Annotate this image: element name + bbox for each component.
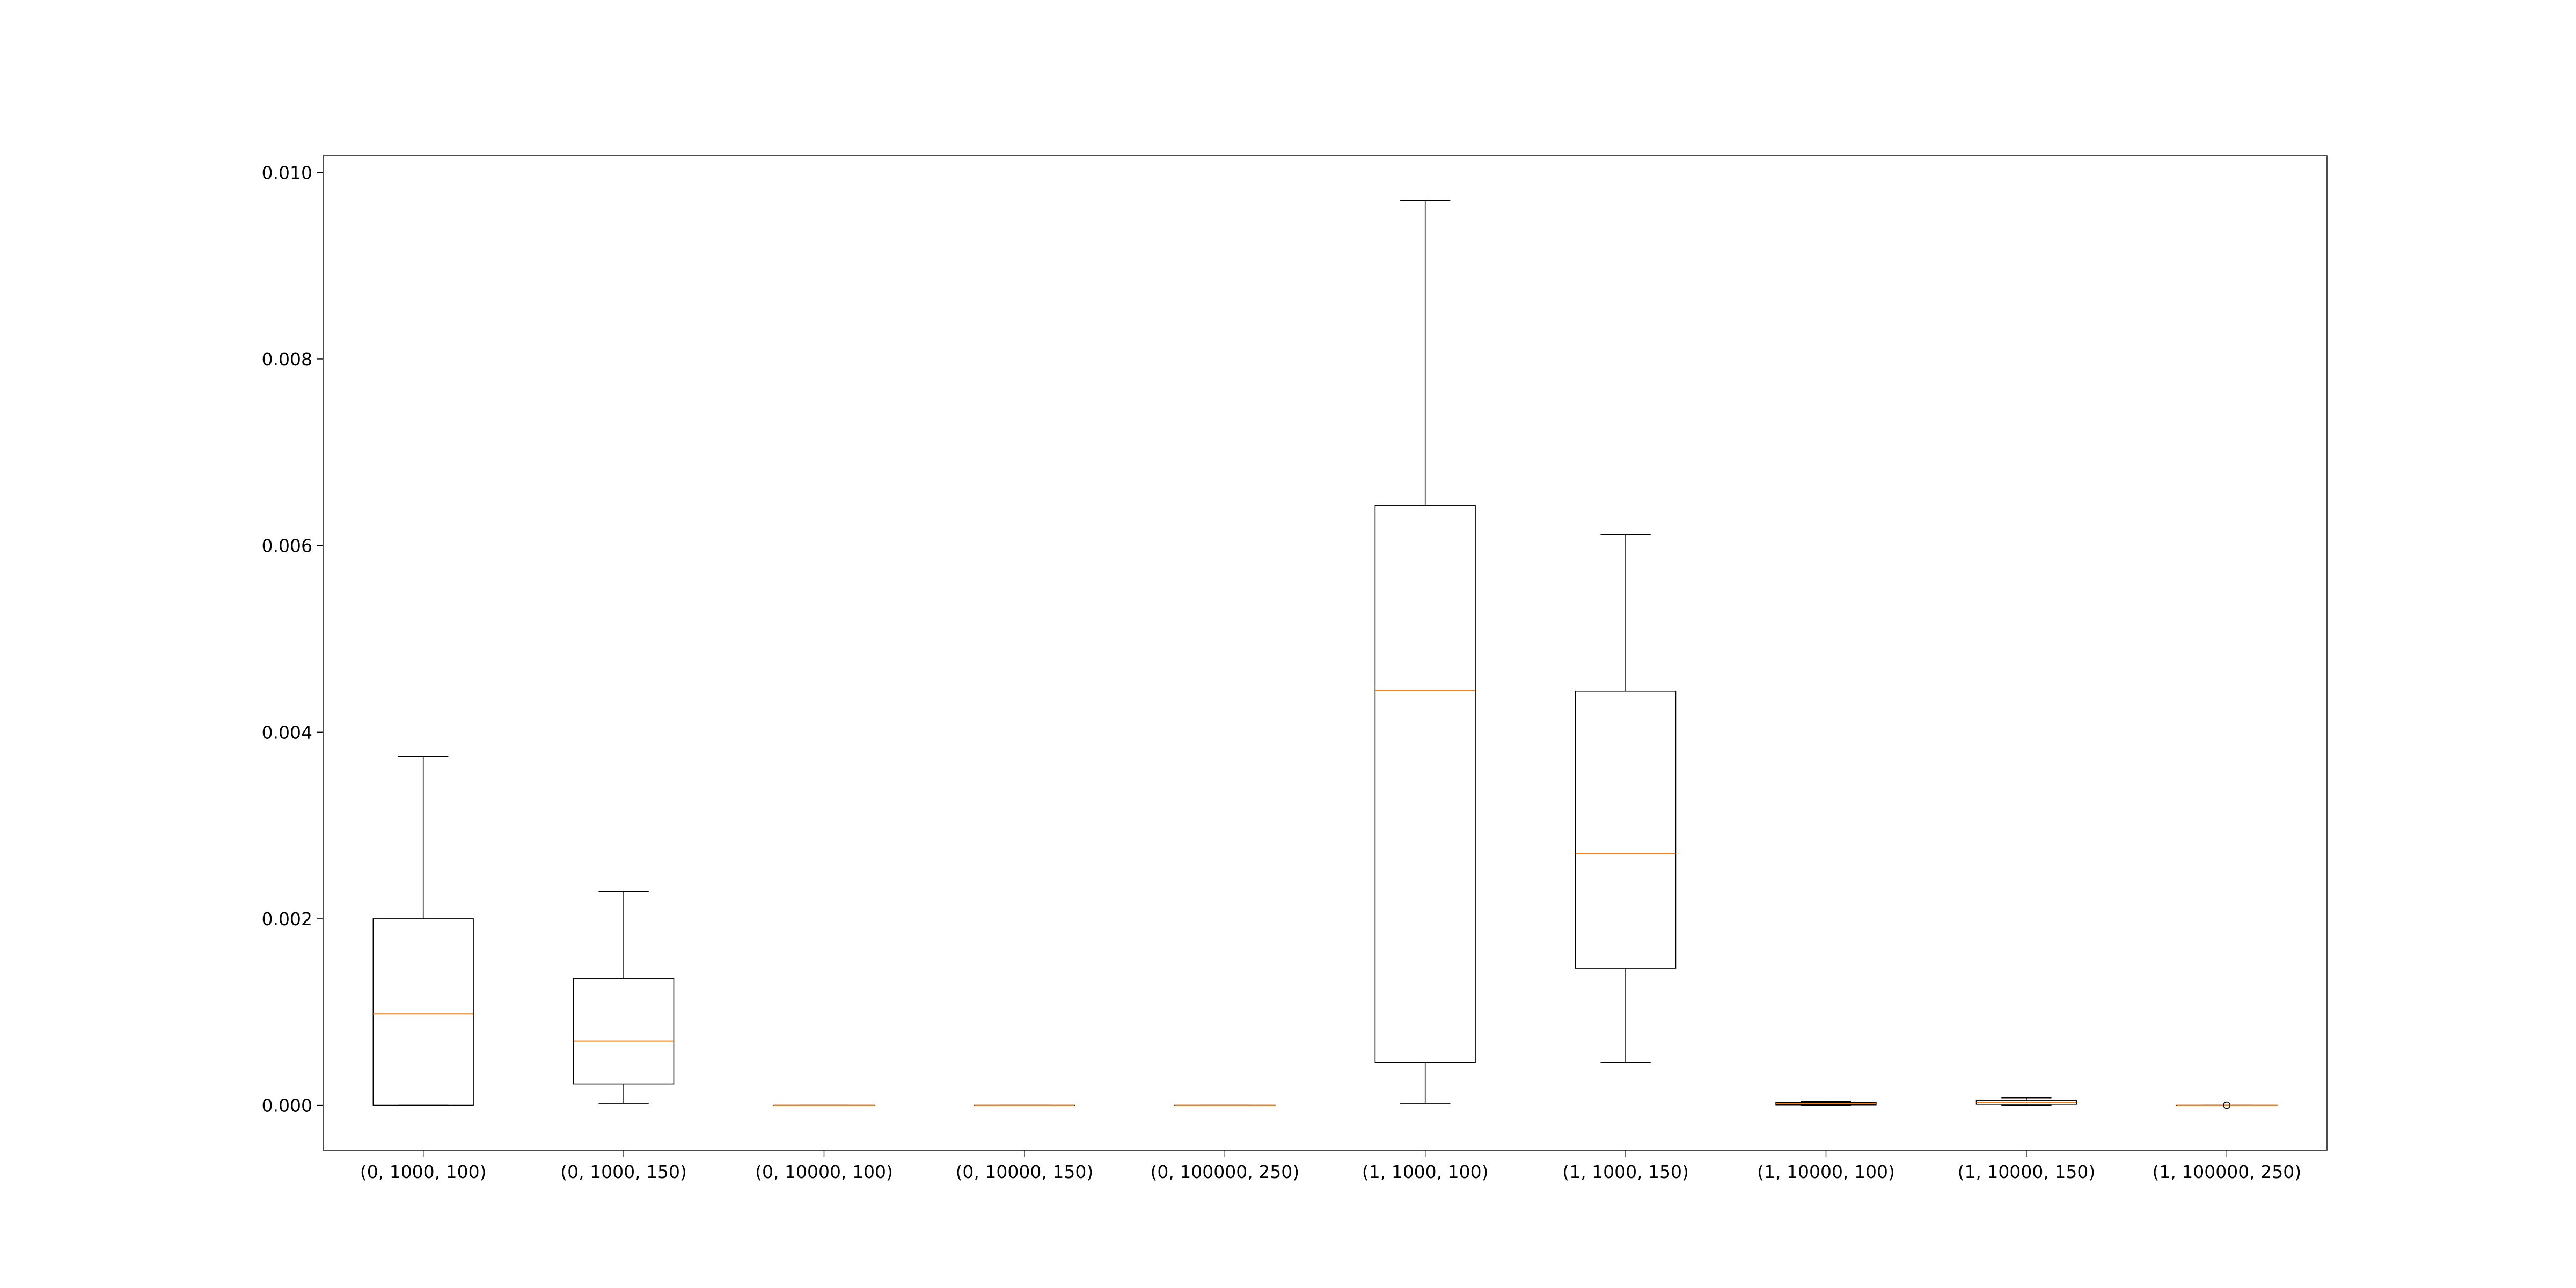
outlier-point — [2223, 1101, 2231, 1109]
y-tick-label: 0.002 — [262, 909, 312, 930]
y-tick-label: 0.000 — [262, 1095, 312, 1116]
x-tick-label: (1, 1000, 150) — [1562, 1161, 1689, 1182]
x-tick-label: (1, 100000, 250) — [2152, 1161, 2301, 1182]
y-tick-label: 0.008 — [262, 349, 312, 370]
x-axis: (0, 1000, 100) (0, 1000, 150) (0, 10000, 1… — [360, 1150, 2301, 1182]
box-group — [1575, 533, 1677, 1063]
plot-area: 0.000 0.002 0.004 0.006 0.008 0.010 (0, 1000,… — [262, 155, 2328, 1182]
x-tick-label: (1, 1000, 100) — [1362, 1161, 1489, 1182]
y-axis: 0.000 0.002 0.004 0.006 0.008 0.010 — [262, 162, 323, 1116]
iqr-box — [573, 978, 675, 1085]
x-tick-label: (0, 1000, 150) — [560, 1161, 687, 1182]
box-group — [372, 756, 474, 1106]
iqr-box — [372, 918, 474, 1106]
iqr-box — [1575, 690, 1677, 969]
boxes — [372, 200, 2278, 1109]
x-tick-label: (1, 10000, 150) — [1958, 1161, 2096, 1182]
box-group — [1374, 200, 1476, 1104]
x-tick-label: (0, 10000, 150) — [956, 1161, 1094, 1182]
iqr-box — [1374, 505, 1476, 1063]
box-group — [1775, 1101, 1877, 1106]
box-group — [573, 891, 675, 1104]
box-group — [2176, 1101, 2278, 1109]
y-tick-label: 0.004 — [262, 722, 312, 743]
x-tick-label: (0, 100000, 250) — [1150, 1161, 1299, 1182]
x-tick-label: (0, 1000, 100) — [360, 1161, 487, 1182]
x-tick-label: (0, 10000, 100) — [755, 1161, 893, 1182]
y-tick-label: 0.006 — [262, 536, 312, 557]
axes-frame — [323, 155, 2328, 1151]
y-tick-label: 0.010 — [262, 162, 312, 183]
box-group — [1975, 1097, 2077, 1106]
x-tick-label: (1, 10000, 100) — [1757, 1161, 1895, 1182]
